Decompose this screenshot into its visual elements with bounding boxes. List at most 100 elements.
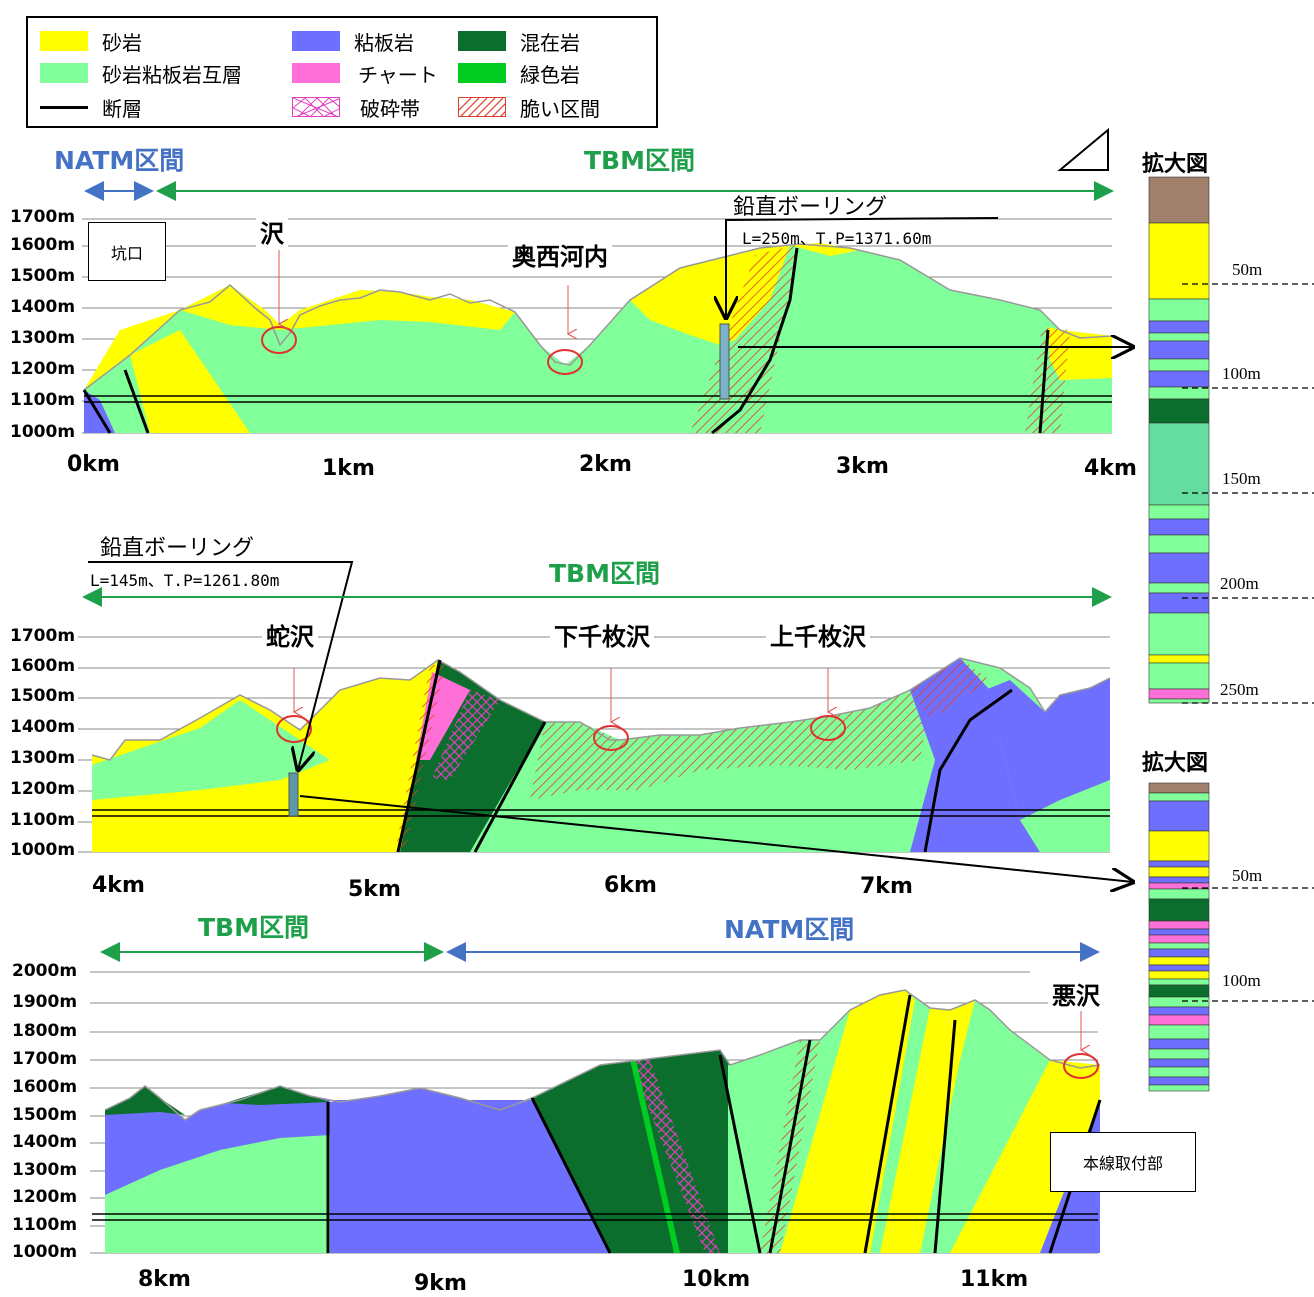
panel-3-tbm-label: TBM区間 <box>198 913 309 942</box>
panel-1-creek-markers <box>261 250 583 375</box>
panel-2-terrain <box>91 657 1111 761</box>
legend-chert: チャート <box>292 60 438 87</box>
legend-slate: 粘板岩 <box>292 28 414 55</box>
fragile-section-swatch <box>458 97 506 117</box>
panel-1-km-label: 3km <box>836 454 889 479</box>
legend-label: 砂岩粘板岩互層 <box>102 62 242 87</box>
crushed-zone-swatch <box>292 97 340 117</box>
panel-2-alt-label: 1400m <box>10 717 76 737</box>
panel-2-boring-leaders <box>88 561 1133 882</box>
panel-2-km-label: 6km <box>604 873 657 898</box>
fault-swatch <box>40 105 88 109</box>
legend-crushed-zone: 破砕帯 <box>292 94 420 121</box>
panel-3-terrain <box>104 989 1101 1121</box>
panel-2-km-label: 5km <box>348 877 401 902</box>
panel-3-alt-label: 1100m <box>12 1215 78 1235</box>
panel-1-boring-column <box>719 323 730 400</box>
panel-3-tunnel <box>92 1213 1098 1221</box>
panel-2-creek-markers <box>276 668 846 751</box>
panel-1-alt-label: 1500m <box>10 266 76 286</box>
enlarged-1-depth: 250m <box>1220 680 1259 699</box>
panel-1-terrain <box>83 243 1113 391</box>
legend-fault: 断層 <box>40 94 142 121</box>
panel-3-alt-label: 1600m <box>12 1077 78 1097</box>
legend-alternation: 砂岩粘板岩互層 <box>40 60 242 87</box>
legend-greenstone: 緑色岩 <box>458 60 580 87</box>
legend: 砂岩 粘板岩 混在岩 砂岩粘板岩互層 チャート 緑色岩 断層 破砕帯 脆い区間 <box>26 16 658 128</box>
panel-1-natm-label: NATM区間 <box>54 146 185 175</box>
legend-label: 破砕帯 <box>360 96 420 121</box>
panel-1-km-label: 0km <box>67 452 120 477</box>
legend-label: 砂岩 <box>102 30 142 55</box>
enlarged-1-depth: 100m <box>1222 364 1261 383</box>
panel-2-alt-label: 1000m <box>10 840 76 860</box>
panel-1-alt-label: 1400m <box>10 297 76 317</box>
panel-2-tunnel <box>92 809 1110 817</box>
enlarged-column-2-depth-lines <box>1182 887 1314 1002</box>
sandstone-swatch <box>40 31 88 51</box>
panel-2-km-label: 7km <box>860 874 913 899</box>
enlarged-column-1-depth-lines <box>1182 283 1314 704</box>
legend-label: 緑色岩 <box>520 62 580 87</box>
legend-sandstone: 砂岩 <box>40 28 142 55</box>
panel-1-km-label: 4km <box>1084 456 1137 481</box>
enlarged-2-depth: 100m <box>1222 971 1261 990</box>
warusawa-label: 悪沢 <box>1048 976 1104 1011</box>
panel-3-alt-label: 1200m <box>12 1187 78 1207</box>
scale-triangle <box>1057 127 1109 171</box>
panel-2-alt-label: 1100m <box>10 810 76 830</box>
panel-1-alt-label: 1200m <box>10 359 76 379</box>
melange-swatch <box>458 31 506 51</box>
panel-2-alt-label: 1700m <box>10 626 76 646</box>
panel-3-km-label: 9km <box>414 1271 467 1296</box>
panel-3-km-label: 10km <box>682 1267 751 1292</box>
panel-1-alt-label: 1600m <box>10 235 76 255</box>
panel-1-alt-label: 1300m <box>10 328 76 348</box>
panel-1-boring-leaders <box>726 217 1133 347</box>
panel-2-boring-title: 鉛直ボーリング <box>100 536 255 561</box>
jazawa-label: 蛇沢 <box>262 617 318 652</box>
legend-melange: 混在岩 <box>458 28 580 55</box>
panel-1-alt-label: 1700m <box>10 207 76 227</box>
oku-nishigochi-label: 奥西河内 <box>508 237 612 272</box>
junction-box: 本線取付部 <box>1050 1132 1196 1192</box>
enlarged-2-title: 拡大図 <box>1142 751 1209 776</box>
greenstone-swatch <box>458 63 506 83</box>
panel-2-km-label: 4km <box>92 873 145 898</box>
alternation-swatch <box>40 63 88 83</box>
panel-3-alt-label: 1400m <box>12 1132 78 1152</box>
panel-3-alt-label: 1700m <box>12 1049 78 1069</box>
panel-3-natm-label: NATM区間 <box>724 915 855 944</box>
portal-box: 坑口 <box>88 222 166 281</box>
enlarged-1-depth: 150m <box>1222 469 1261 488</box>
panel-2-alt-label: 1600m <box>10 656 76 676</box>
panel-3-km-label: 11km <box>960 1267 1029 1292</box>
panel-2-alt-label: 1500m <box>10 686 76 706</box>
panel-2-alt-label: 1200m <box>10 779 76 799</box>
panel-2-alt-label: 1300m <box>10 748 76 768</box>
panel-1-boring-info: L=250m、T.P=1371.60m <box>742 229 932 248</box>
panel-3-alt-label: 2000m <box>12 961 78 981</box>
panel-1-alt-label: 1100m <box>10 390 76 410</box>
panel-2-strata <box>92 658 1110 852</box>
panel-2-faults <box>396 659 1013 853</box>
enlarged-1-title: 拡大図 <box>1142 152 1209 177</box>
panel-1-tunnel <box>84 395 1112 403</box>
panel-1-km-label: 1km <box>322 456 375 481</box>
chert-swatch <box>292 63 340 83</box>
enlarged-column-2 <box>1148 782 1210 1092</box>
legend-label: 脆い区間 <box>520 96 600 121</box>
legend-label: チャート <box>358 62 438 87</box>
panel-1-alt-label: 1000m <box>10 422 76 442</box>
panel-2-tbm-label: TBM区間 <box>549 559 660 588</box>
creek-label: 沢 <box>256 214 288 249</box>
kamisenmaizawa-label: 上千枚沢 <box>766 617 870 652</box>
enlarged-1-depth: 200m <box>1220 574 1259 593</box>
panel-3-alt-label: 1300m <box>12 1160 78 1180</box>
shimosenmaizawa-label: 下千枚沢 <box>550 617 654 652</box>
legend-label: 粘板岩 <box>354 30 414 55</box>
panel-1-km-label: 2km <box>579 452 632 477</box>
panel-3-creek-marker <box>1063 1010 1099 1079</box>
